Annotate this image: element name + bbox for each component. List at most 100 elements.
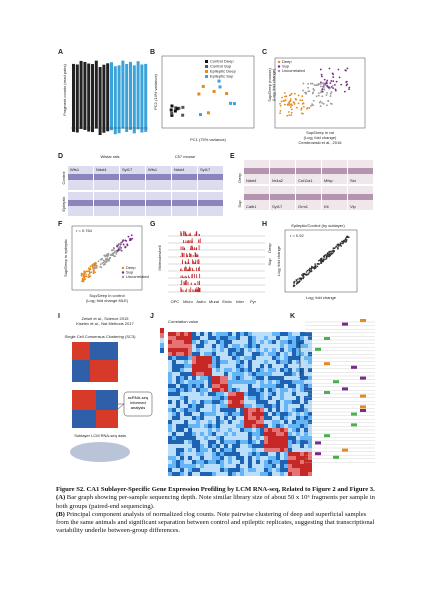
caption-tag: (B) [56, 510, 65, 518]
heatmap-cell [308, 456, 312, 460]
heatmap-cell [252, 444, 256, 448]
heatmap-cell [224, 468, 228, 472]
heatmap-cell [204, 440, 208, 444]
legend-entry: Sup [126, 270, 134, 275]
heatmap-cell [300, 376, 304, 380]
heatmap-cell [188, 348, 192, 352]
bar [190, 290, 192, 292]
heatmap-cell [244, 384, 248, 388]
heatmap-cell [284, 408, 288, 412]
heatmap-cell [184, 428, 188, 432]
heatmap-cell [200, 412, 204, 416]
point [320, 73, 323, 76]
heatmap-cell [200, 444, 204, 448]
heatmap-cell [292, 440, 296, 444]
heatmap-cell [240, 364, 244, 368]
heatmap-cell [264, 440, 268, 444]
plot-frame [274, 57, 366, 129]
heatmap-cell [196, 380, 200, 384]
heatmap-cell [180, 380, 184, 384]
heatmap-cell [216, 460, 220, 464]
heatmap-cell [204, 400, 208, 404]
heatmap-cell [168, 428, 172, 432]
heatmap-cell [184, 340, 188, 344]
heatmap-cell [260, 356, 264, 360]
point [305, 271, 308, 273]
heatmap-cell [236, 376, 240, 380]
heatmap-cell [276, 352, 280, 356]
bar [182, 275, 184, 278]
heatmap-cell [180, 344, 184, 348]
point [181, 113, 185, 117]
bar [72, 63, 75, 132]
bar [315, 441, 321, 445]
heatmap-cell [192, 408, 196, 412]
colorbar [160, 348, 164, 353]
heatmap-cell [268, 400, 272, 404]
bar [129, 61, 132, 130]
heatmap-cell [244, 420, 248, 424]
micrograph-band [94, 174, 119, 180]
heatmap-cell [300, 464, 304, 468]
heatmap-cell [280, 396, 284, 400]
heatmap-cell [232, 420, 236, 424]
point [94, 262, 97, 264]
heatmap-cell [172, 388, 176, 392]
point [333, 247, 336, 250]
point [316, 265, 319, 268]
legend-entry: Control Sup [210, 64, 232, 69]
point [95, 264, 97, 267]
heatmap-cell [172, 424, 176, 428]
heatmap-cell [252, 380, 256, 384]
heatmap-cell [264, 408, 268, 412]
heatmap-cell [304, 432, 308, 436]
heatmap-cell [244, 368, 248, 372]
point [329, 92, 332, 95]
heatmap-cell [172, 420, 176, 424]
heatmap-cell [240, 424, 244, 428]
heatmap-cell [220, 360, 224, 364]
bar [183, 239, 184, 243]
bar [189, 277, 190, 278]
heatmap-cell [180, 448, 184, 452]
heatmap-cell [184, 332, 188, 336]
heatmap-cell [228, 444, 232, 448]
heatmap-cell [268, 428, 272, 432]
point [306, 269, 309, 272]
heatmap-cell [264, 428, 268, 432]
axis-label: Sup/Deep in rat [306, 130, 335, 135]
heatmap-cell [264, 332, 268, 336]
gene-label: Nr4a2 [272, 178, 284, 183]
heatmap-cell [256, 344, 260, 348]
caption-text: Bar graph showing per-sample sequencing … [56, 494, 375, 510]
bar [333, 455, 339, 459]
point [320, 260, 322, 263]
point [308, 107, 311, 109]
heatmap-cell [272, 444, 276, 448]
bar [190, 287, 192, 292]
heatmap-cell [300, 396, 304, 400]
heatmap-cell [204, 332, 208, 336]
heatmap-cell [288, 396, 292, 400]
heatmap-cell [284, 428, 288, 432]
heatmap-cell [216, 364, 220, 368]
heatmap-cell [180, 432, 184, 436]
point [312, 99, 315, 102]
point [322, 260, 325, 262]
heatmap-cell [308, 384, 312, 388]
heatmap-cell [196, 444, 200, 448]
heatmap-cell [236, 444, 240, 448]
heatmap-cell [296, 400, 300, 404]
heatmap-cell [236, 412, 240, 416]
point [324, 254, 327, 256]
heatmap-cell [264, 400, 268, 404]
heatmap-cell [196, 400, 200, 404]
point [80, 272, 83, 275]
point [319, 81, 322, 84]
heatmap-cell [188, 380, 192, 384]
bar [198, 245, 200, 250]
heatmap-cell [268, 388, 272, 392]
heatmap-cell [292, 436, 296, 440]
heatmap-cell [300, 456, 304, 460]
micrograph-band [172, 200, 197, 206]
